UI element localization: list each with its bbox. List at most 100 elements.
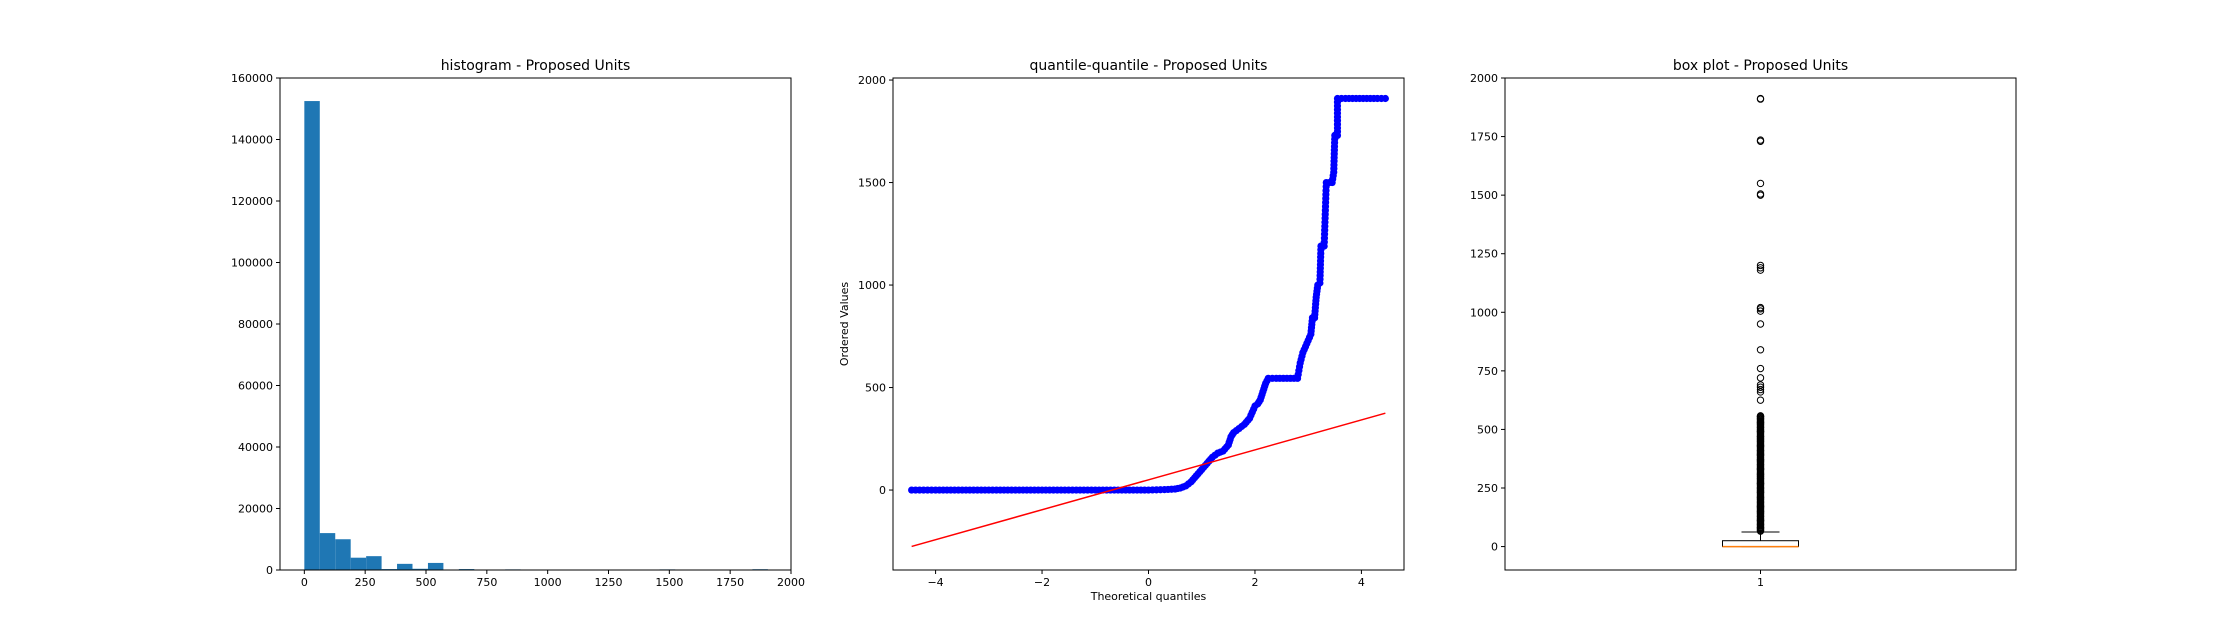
boxplot-ytick-label-750: 750 <box>1477 365 1498 378</box>
qq-fit-line <box>911 412 1386 548</box>
boxplot-ytick-label-1000: 1000 <box>1470 306 1498 319</box>
qq-xtick-label--4: −4 <box>927 576 943 589</box>
histogram-ytick-label-100000: 100000 <box>231 257 273 270</box>
qq-ytick-label-0: 0 <box>879 484 886 497</box>
boxplot-outlier-146 <box>1756 428 1765 436</box>
boxplot-outlier-165 <box>1756 261 1765 270</box>
histogram-xtick-label-1500: 1500 <box>655 576 683 589</box>
histogram-bar-3 <box>350 557 367 570</box>
histogram-bar-7 <box>412 568 428 570</box>
boxplot-outlier-137 <box>1756 470 1765 478</box>
boxplot-outlier-135 <box>1756 479 1765 488</box>
histogram-ytick-label-80000: 80000 <box>238 318 273 331</box>
histogram-xtick-label-1750: 1750 <box>716 576 744 589</box>
boxplot-outlier-167 <box>1756 190 1765 198</box>
boxplot-outlier-168 <box>1756 179 1765 188</box>
histogram-axes-frame <box>279 77 792 571</box>
qq-ytick-label-1500: 1500 <box>858 177 886 190</box>
boxplot-xtick-label-1: 1 <box>1757 576 1764 589</box>
qq-panel: quantile-quantile - Proposed Units −4 −2 0… <box>838 58 1405 603</box>
boxplot-outlier-140 <box>1756 456 1765 464</box>
boxplot-outlier-164 <box>1756 264 1765 272</box>
histogram-ytick-label-20000: 20000 <box>238 503 273 516</box>
boxplot-outlier-155 <box>1756 381 1765 389</box>
boxplot-outlier-159 <box>1756 320 1765 328</box>
histogram-bars <box>304 101 768 570</box>
boxplot-outlier-127 <box>1756 517 1765 525</box>
histogram-bar-0 <box>304 101 320 570</box>
boxplot-outlier-149 <box>1756 415 1765 423</box>
boxplot-outlier-147 <box>1756 423 1765 431</box>
boxplot-outlier-145 <box>1756 432 1765 441</box>
boxplot-ytick-label-1500: 1500 <box>1470 189 1498 202</box>
boxplot-outlier-126 <box>1756 520 1765 529</box>
histogram-xtick-label-1000: 1000 <box>534 576 562 589</box>
histogram-ytick-label-60000: 60000 <box>238 380 273 393</box>
boxplot-outlier-162 <box>1756 303 1765 312</box>
qq-xtick-label-4: 4 <box>1358 576 1365 589</box>
boxplot-marks <box>1722 94 1799 548</box>
qq-xtick-label--2: −2 <box>1034 576 1050 589</box>
histogram-ytick-label-120000: 120000 <box>231 195 273 208</box>
histogram-xtick-label-2000: 2000 <box>777 576 805 589</box>
boxplot-outlier-133 <box>1756 488 1765 497</box>
boxplot-panel: box plot - Proposed Units 0 250 500 750 1000… <box>1470 58 2017 589</box>
qq-points <box>908 94 1389 548</box>
histogram-bar-4 <box>366 556 382 570</box>
boxplot-outlier-153 <box>1756 385 1765 394</box>
histogram-ytick-label-40000: 40000 <box>238 441 273 454</box>
qq-title: quantile-quantile - Proposed Units <box>1030 58 1268 74</box>
boxplot-outlier-172 <box>1756 94 1765 103</box>
boxplot-ytick-label-1250: 1250 <box>1470 248 1498 261</box>
boxplot-ytick-label-500: 500 <box>1477 423 1498 436</box>
boxplot-outlier-124 <box>1756 526 1765 534</box>
histogram-ytick-label-140000: 140000 <box>231 134 273 147</box>
qq-axes-frame <box>892 77 1405 571</box>
boxplot-outlier-150 <box>1756 412 1765 421</box>
qq-ticks: −4 −2 0 2 4 0 500 1000 1500 2000 <box>858 74 1365 589</box>
boxplot-outlier-132 <box>1756 493 1765 502</box>
histogram-xtick-label-1250: 1250 <box>595 576 623 589</box>
histogram-xtick-label-500: 500 <box>416 576 437 589</box>
boxplot-outlier-139 <box>1756 460 1765 469</box>
boxplot-outlier-134 <box>1756 484 1765 492</box>
qq-point-225 <box>1381 94 1389 103</box>
boxplot-outlier-170 <box>1756 136 1765 144</box>
histogram-ticks: 0 250 500 750 1000 1250 1500 1750 20000200004000… <box>231 72 805 589</box>
boxplot-outlier-154 <box>1756 383 1765 391</box>
boxplot-outlier-143 <box>1756 442 1765 450</box>
boxplot-outlier-156 <box>1756 374 1765 382</box>
histogram-xtick-label-750: 750 <box>476 576 497 589</box>
histogram-xtick-label-250: 250 <box>355 576 376 589</box>
boxplot-ytick-label-2000: 2000 <box>1470 72 1498 85</box>
boxplot-ytick-label-1750: 1750 <box>1470 131 1498 144</box>
histogram-bar-8 <box>427 562 444 570</box>
qq-y-axis-label: Ordered Values <box>838 282 851 366</box>
boxplot-outlier-136 <box>1756 474 1765 483</box>
boxplot-outlier-151 <box>1756 396 1765 404</box>
boxplot-outlier-128 <box>1756 512 1765 520</box>
boxplot-outlier-144 <box>1756 437 1765 445</box>
qq-x-axis-label: Theoretical quantiles <box>1090 590 1207 603</box>
histogram-bar-6 <box>397 563 413 570</box>
boxplot-axes-frame <box>1504 77 2017 571</box>
boxplot-outlier-130 <box>1756 503 1765 511</box>
qq-ytick-label-1000: 1000 <box>858 279 886 292</box>
histogram-title: histogram - Proposed Units <box>441 58 631 74</box>
histogram-bar-2 <box>335 539 351 570</box>
boxplot-outlier-152 <box>1756 388 1765 396</box>
boxplot-box <box>1722 540 1799 548</box>
boxplot-outlier-125 <box>1756 524 1765 532</box>
boxplot-ytick-label-250: 250 <box>1477 482 1498 495</box>
boxplot-outlier-141 <box>1756 451 1765 459</box>
boxplot-outlier-158 <box>1756 346 1765 354</box>
boxplot-outlier-129 <box>1756 507 1765 516</box>
histogram-ytick-label-0: 0 <box>266 564 273 577</box>
qq-xtick-label-2: 2 <box>1251 576 1258 589</box>
boxplot-outlier-138 <box>1756 465 1765 473</box>
boxplot-outlier-148 <box>1756 418 1765 427</box>
boxplot-ytick-label-0: 0 <box>1491 541 1498 554</box>
boxplot-outlier-163 <box>1756 266 1765 274</box>
boxplot-ticks: 0 250 500 750 1000 1250 1500 1750 2000 1 <box>1470 72 1764 589</box>
